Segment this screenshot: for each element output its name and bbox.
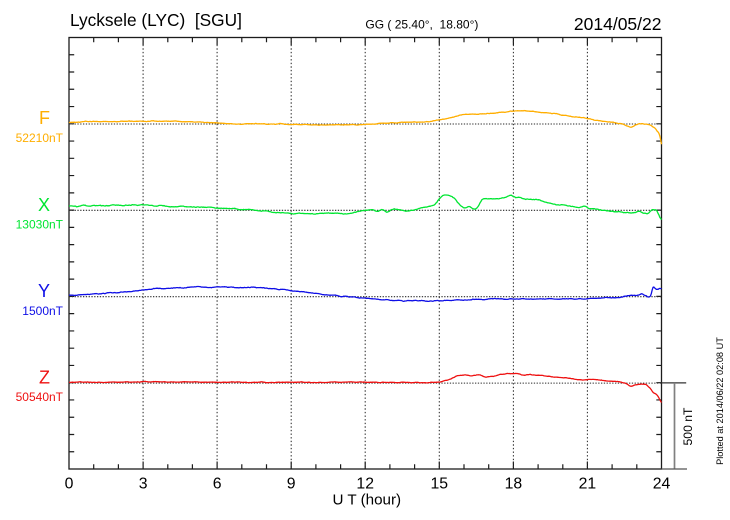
- svg-text:6: 6: [213, 475, 222, 492]
- svg-text:50540nT: 50540nT: [16, 390, 64, 404]
- svg-text:Y: Y: [38, 281, 50, 301]
- svg-text:2014/05/22: 2014/05/22: [574, 14, 662, 34]
- svg-text:24: 24: [653, 475, 671, 492]
- svg-text:X: X: [38, 195, 50, 215]
- svg-text:500 nT: 500 nT: [681, 407, 695, 445]
- svg-text:Lycksele (LYC) [SGU]: Lycksele (LYC) [SGU]: [70, 10, 242, 30]
- svg-text:Z: Z: [39, 368, 50, 388]
- svg-text:0: 0: [65, 475, 74, 492]
- svg-text:15: 15: [431, 475, 449, 492]
- svg-text:GG ( 25.40°, 18.80°): GG ( 25.40°, 18.80°): [365, 17, 478, 31]
- svg-text:21: 21: [579, 475, 597, 492]
- svg-text:52210nT: 52210nT: [16, 131, 64, 145]
- svg-text:9: 9: [287, 475, 296, 492]
- svg-text:13030nT: 13030nT: [16, 217, 64, 231]
- svg-text:1500nT: 1500nT: [22, 304, 63, 318]
- svg-text:U T (hour): U T (hour): [332, 491, 401, 508]
- svg-text:Plotted at 2014/06/22 02:08 UT: Plotted at 2014/06/22 02:08 UT: [715, 337, 725, 465]
- svg-text:F: F: [39, 108, 50, 128]
- svg-text:3: 3: [139, 475, 148, 492]
- svg-text:12: 12: [356, 475, 374, 492]
- svg-text:18: 18: [505, 475, 523, 492]
